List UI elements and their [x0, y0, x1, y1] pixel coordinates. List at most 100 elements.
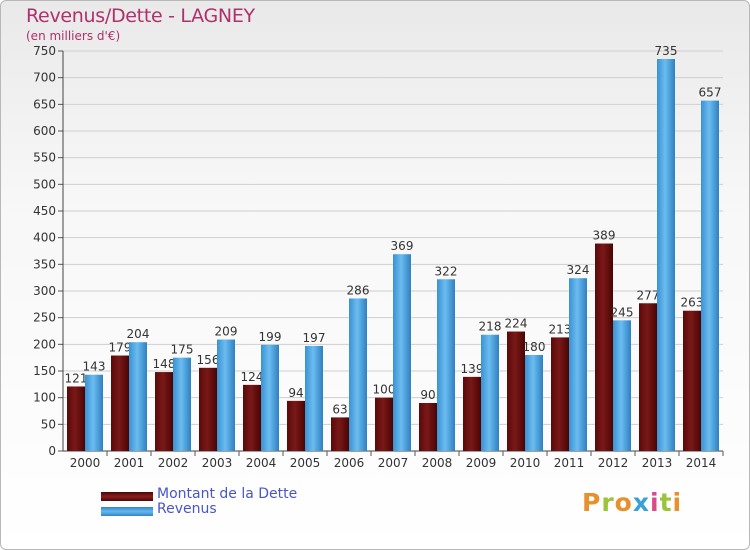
x-tick-label: 2007: [378, 456, 409, 470]
bar-dette: [595, 243, 613, 451]
bar-dette: [111, 355, 129, 451]
data-label-revenus: 735: [655, 44, 678, 58]
logo-letter: P: [582, 488, 602, 517]
x-tick-label: 2014: [686, 456, 717, 470]
data-label-revenus: 322: [435, 264, 458, 278]
y-tick-label: 400: [33, 231, 56, 245]
bar-revenus: [481, 334, 499, 451]
data-label-dette: 277: [637, 288, 660, 302]
data-label-dette: 263: [681, 296, 704, 310]
data-label-revenus: 324: [567, 263, 590, 277]
x-tick-label: 2003: [202, 456, 233, 470]
y-tick-label: 650: [33, 97, 56, 111]
y-tick-label: 700: [33, 71, 56, 85]
y-tick-label: 250: [33, 311, 56, 325]
data-label-dette: 213: [549, 322, 572, 336]
logo-letter: x: [632, 488, 650, 517]
bar-dette: [199, 367, 217, 451]
bar-dette: [375, 397, 393, 451]
y-tick-label: 550: [33, 151, 56, 165]
legend-label-dette: Montant de la Dette: [157, 486, 298, 502]
bar-revenus: [525, 355, 543, 451]
bar-revenus: [701, 100, 719, 451]
x-tick-label: 2009: [466, 456, 497, 470]
bar-revenus: [613, 320, 631, 451]
bar-dette: [243, 384, 261, 451]
data-label-dette: 121: [65, 371, 88, 385]
data-label-revenus: 209: [215, 325, 238, 339]
bar-revenus: [305, 345, 323, 451]
bar-revenus: [349, 298, 367, 451]
x-tick-label: 2000: [70, 456, 101, 470]
bar-revenus: [393, 254, 411, 451]
data-label-revenus: 369: [391, 239, 414, 253]
bar-revenus: [129, 342, 147, 451]
x-tick-label: 2011: [554, 456, 585, 470]
data-label-dette: 124: [241, 370, 264, 384]
bar-dette: [463, 376, 481, 451]
legend-swatch-dette: [101, 492, 153, 501]
y-tick-label: 200: [33, 337, 56, 351]
bar-revenus: [261, 344, 279, 451]
data-label-dette: 156: [197, 353, 220, 367]
chart-title: Revenus/Dette - LAGNEY: [26, 5, 255, 27]
bar-revenus: [569, 278, 587, 451]
x-tick-label: 2006: [334, 456, 365, 470]
y-tick-label: 600: [33, 124, 56, 138]
y-tick-label: 0: [48, 444, 56, 458]
bar-revenus: [437, 279, 455, 451]
data-label-revenus: 143: [83, 360, 106, 374]
data-label-revenus: 180: [523, 340, 546, 354]
chart-subtitle: (en milliers d'€): [26, 29, 121, 43]
x-tick-label: 2005: [290, 456, 321, 470]
x-tick-label: 2008: [422, 456, 453, 470]
bar-dette: [331, 417, 349, 451]
x-tick-label: 2001: [114, 456, 145, 470]
x-tick-label: 2012: [598, 456, 629, 470]
data-label-revenus: 175: [171, 343, 194, 357]
y-tick-label: 450: [33, 204, 56, 218]
data-label-dette: 179: [109, 341, 132, 355]
data-label-dette: 94: [288, 386, 303, 400]
bar-revenus: [85, 374, 103, 451]
proxiti-logo: Proxiti: [582, 488, 682, 517]
x-tick-label: 2013: [642, 456, 673, 470]
bar-dette: [287, 400, 305, 451]
bar-dette: [551, 337, 569, 451]
x-tick-label: 2002: [158, 456, 189, 470]
y-tick-label: 100: [33, 391, 56, 405]
data-label-dette: 389: [593, 229, 616, 243]
data-label-revenus: 204: [127, 327, 150, 341]
bar-revenus: [217, 339, 235, 451]
bar-dette: [507, 331, 525, 451]
bar-revenus: [173, 357, 191, 451]
bar-dette: [67, 386, 85, 451]
logo-letter: o: [614, 488, 633, 517]
y-tick-label: 300: [33, 284, 56, 298]
legend-label-revenus: Revenus: [157, 501, 217, 517]
bar-dette: [155, 372, 173, 451]
data-label-dette: 224: [505, 317, 528, 331]
data-label-dette: 100: [373, 383, 396, 397]
bar-dette: [683, 310, 701, 451]
y-tick-label: 750: [33, 44, 56, 58]
data-label-dette: 148: [153, 357, 176, 371]
data-label-revenus: 218: [479, 320, 502, 334]
data-label-revenus: 245: [611, 305, 634, 319]
bar-revenus: [657, 59, 675, 451]
data-label-dette: 63: [332, 402, 347, 416]
x-tick-label: 2010: [510, 456, 541, 470]
data-label-dette: 90: [420, 388, 435, 402]
logo-letter: t: [659, 488, 673, 517]
data-label-revenus: 657: [699, 86, 722, 100]
logo-letter: r: [601, 488, 615, 517]
y-tick-label: 150: [33, 364, 56, 378]
data-label-revenus: 199: [259, 330, 282, 344]
logo-letter: i: [650, 488, 660, 517]
y-tick-label: 350: [33, 257, 56, 271]
legend-swatch-revenus: [101, 507, 153, 516]
x-tick-label: 2004: [246, 456, 277, 470]
bar-dette: [419, 403, 437, 451]
